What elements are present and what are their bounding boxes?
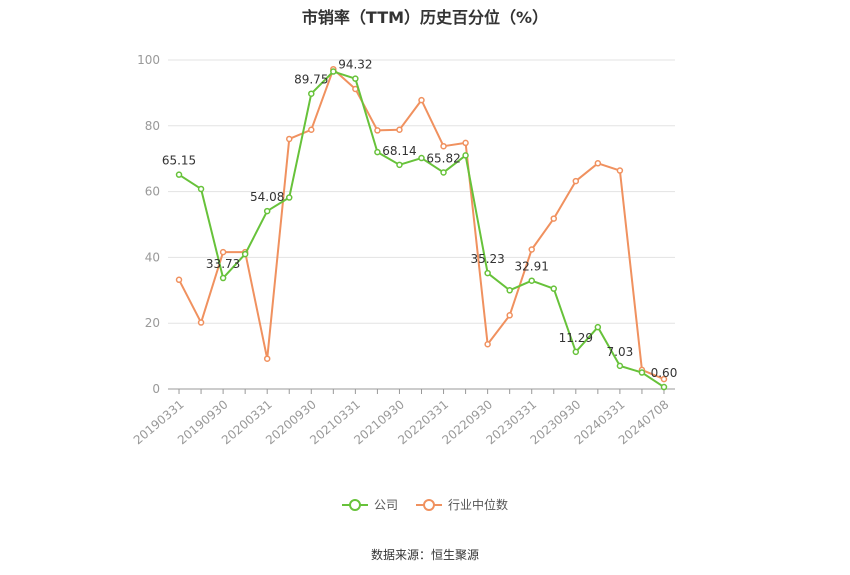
data-point-0 — [462, 152, 469, 159]
y-tick-label: 60 — [145, 185, 160, 199]
data-point-0 — [594, 323, 602, 331]
data-point-0 — [418, 154, 425, 162]
data-label: 54.08 — [250, 190, 284, 204]
data-point-1 — [528, 246, 535, 253]
data-point-1 — [506, 312, 513, 319]
data-label: 0.60 — [651, 366, 678, 380]
data-point-0 — [528, 277, 535, 284]
data-point-0 — [175, 171, 183, 178]
y-tick-label: 100 — [137, 53, 160, 67]
data-point-0 — [440, 169, 447, 176]
data-point-0 — [660, 383, 668, 391]
y-tick-label: 40 — [145, 250, 160, 264]
data-point-0 — [396, 161, 403, 169]
data-point-1 — [594, 160, 602, 167]
series-lines — [175, 65, 668, 391]
data-point-1 — [197, 319, 205, 326]
data-point-0 — [285, 194, 293, 201]
legend-company-label: 公司 — [373, 498, 398, 512]
data-point-1 — [219, 248, 227, 256]
data-label: 32.91 — [515, 260, 549, 274]
data-label: 65.82 — [426, 151, 460, 165]
grid-lines — [168, 59, 675, 324]
data-point-0 — [352, 75, 359, 82]
data-point-1 — [374, 127, 381, 134]
chart-title: 市销率（TTM）历史百分位（%） — [301, 8, 549, 27]
legend-item-company[interactable]: 公司 — [341, 496, 398, 513]
data-label: 7.03 — [607, 345, 634, 359]
data-point-0 — [308, 90, 315, 97]
data-point-1 — [462, 139, 469, 147]
data-point-1 — [660, 375, 668, 383]
data-point-1 — [263, 355, 271, 362]
data-labels: 65.15 33.73 54.08 89.75 94.32 68.14 65.82 35.23… — [162, 58, 677, 380]
data-point-0 — [197, 185, 205, 193]
data-point-1 — [175, 276, 183, 284]
data-point-0 — [374, 148, 381, 156]
y-tick-label: 20 — [145, 316, 160, 330]
data-point-1 — [440, 142, 447, 150]
data-point-0 — [219, 274, 227, 282]
data-label: 35.23 — [470, 252, 504, 266]
data-point-1 — [285, 135, 293, 143]
data-label: 94.32 — [338, 58, 372, 72]
y-tick-label: 0 — [152, 382, 160, 396]
data-label: 33.73 — [206, 257, 240, 271]
legend-industry-label: 行业中位数 — [448, 498, 509, 512]
legend: 公司 行业中位数 — [0, 496, 850, 513]
data-point-0 — [263, 207, 271, 215]
data-label: 68.14 — [382, 144, 416, 158]
data-point-0 — [638, 369, 646, 376]
legend-industry-line-icon — [416, 498, 442, 512]
data-point-0 — [572, 348, 580, 356]
legend-company-line-icon — [341, 498, 368, 512]
data-point-1 — [396, 126, 403, 133]
data-point-0 — [241, 250, 249, 258]
data-point-1 — [418, 96, 425, 104]
legend-item-industry-median[interactable]: 行业中位数 — [416, 496, 508, 513]
data-point-0 — [484, 269, 491, 277]
y-tick-label: 80 — [145, 119, 160, 133]
data-point-1 — [308, 126, 315, 133]
data-point-1 — [616, 167, 624, 174]
data-point-1 — [484, 341, 491, 348]
data-point-0 — [506, 287, 513, 294]
data-point-0 — [616, 362, 624, 370]
data-point-1 — [550, 215, 558, 222]
data-label: 65.15 — [162, 154, 196, 168]
data-point-0 — [550, 285, 558, 292]
data-label: 89.75 — [294, 73, 328, 87]
data-label: 11.29 — [559, 331, 593, 345]
data-point-1 — [572, 177, 580, 185]
data-source: 数据来源：恒生聚源 — [370, 548, 479, 562]
axes: 0204060801002019033120190930202003312020… — [131, 53, 675, 447]
data-point-0 — [330, 68, 337, 75]
